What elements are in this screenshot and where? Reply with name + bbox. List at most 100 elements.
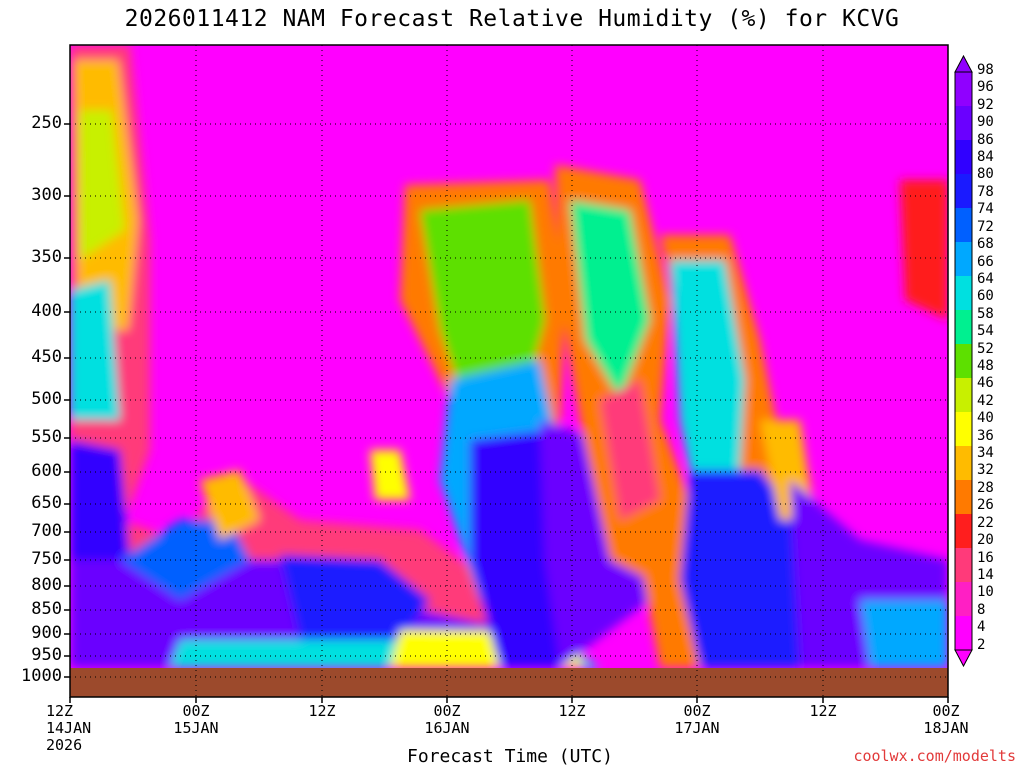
rh-contour-region — [280, 555, 430, 640]
colorbar-label: 40 — [977, 410, 994, 427]
colorbar-label: 80 — [977, 166, 994, 183]
colorbar-swatch — [955, 174, 972, 209]
rh-contour-region — [900, 180, 948, 320]
rh-contour-region — [70, 280, 120, 430]
x-tick-label: 12Z — [532, 703, 612, 720]
colorbar-label: 16 — [977, 549, 994, 566]
x-tick-label-line: 2026 — [46, 736, 83, 754]
y-tick-label: 650 — [31, 493, 62, 513]
colorbar-swatch — [955, 242, 972, 277]
colorbar-label: 72 — [977, 218, 994, 235]
rh-contour-region — [570, 200, 650, 400]
colorbar-swatch — [955, 378, 972, 413]
rh-contour-region — [670, 260, 745, 520]
colorbar-swatch — [955, 548, 972, 583]
x-tick-label-line: 14JAN — [46, 719, 92, 737]
colorbar-label: 64 — [977, 270, 994, 287]
rh-contour-region — [200, 470, 260, 540]
y-tick-label: 850 — [31, 599, 62, 619]
colorbar-swatch — [955, 412, 972, 447]
colorbar-label: 52 — [977, 340, 994, 357]
colorbar-label: 4 — [977, 619, 986, 636]
colorbar-swatch — [955, 208, 972, 243]
colorbar-label: 22 — [977, 514, 994, 531]
x-tick-label-line: 12Z — [46, 702, 74, 720]
x-tick-label-line: 12Z — [308, 702, 336, 720]
x-axis-title: Forecast Time (UTC) — [407, 746, 613, 767]
x-tick-label: 00Z 15JAN — [156, 703, 236, 737]
colorbar-label: 42 — [977, 392, 994, 409]
x-tick-label: 00Z 18JAN — [906, 703, 986, 737]
x-tick-label: 12Z — [282, 703, 362, 720]
plot-frame — [69, 44, 949, 698]
grid-lines — [70, 45, 948, 697]
x-tick-label-line: 15JAN — [173, 719, 219, 737]
colorbar-swatch — [955, 446, 972, 481]
colorbar-bottom-arrow — [954, 649, 973, 668]
colorbar-label: 34 — [977, 445, 994, 462]
x-tick-label-line: 00Z — [683, 702, 711, 720]
x-tick-label: 00Z 17JAN — [657, 703, 737, 737]
colorbar-label: 46 — [977, 375, 994, 392]
humidity-field — [70, 45, 948, 697]
x-tick-label-line: 16JAN — [424, 719, 470, 737]
y-tick-label: 1000 — [21, 666, 62, 686]
ground-surface — [70, 668, 948, 697]
colorbar-swatch — [955, 72, 972, 107]
y-tick-label: 400 — [31, 301, 62, 321]
x-tick-label-line: 12Z — [558, 702, 586, 720]
y-tick-label: 350 — [31, 247, 62, 267]
colorbar-label: 32 — [977, 462, 994, 479]
rh-contour-region — [470, 430, 560, 668]
x-tick-label-line: 00Z — [182, 702, 210, 720]
colorbar-label: 78 — [977, 183, 994, 200]
x-tick-label-line: 00Z — [932, 702, 960, 720]
y-tick-label: 600 — [31, 461, 62, 481]
colorbar-label: 90 — [977, 114, 994, 131]
colorbar-label: 66 — [977, 253, 994, 270]
y-tick-label: 950 — [31, 645, 62, 665]
credit-text: coolwx.com/modelts — [853, 747, 1016, 765]
colorbar-label: 28 — [977, 479, 994, 496]
colorbar-label: 74 — [977, 201, 994, 218]
y-tick-label: 500 — [31, 389, 62, 409]
y-tick-label: 550 — [31, 427, 62, 447]
colorbar-label: 20 — [977, 532, 994, 549]
colorbar-frame — [954, 71, 973, 651]
colorbar-label: 60 — [977, 288, 994, 305]
x-tick-label-line: 18JAN — [923, 719, 969, 737]
colorbar-swatch — [955, 514, 972, 549]
y-tick-label: 900 — [31, 623, 62, 643]
colorbar-swatch — [955, 616, 972, 651]
x-tick-label: 12Z — [783, 703, 863, 720]
colorbar-swatch — [955, 106, 972, 141]
y-tick-label: 450 — [31, 347, 62, 367]
rh-contour-region — [420, 200, 545, 420]
colorbar-swatch — [955, 344, 972, 379]
colorbar-swatch — [955, 582, 972, 617]
x-tick-label: 12Z 14JAN 2026 — [46, 703, 126, 754]
colorbar — [954, 54, 973, 668]
colorbar-label: 96 — [977, 79, 994, 96]
colorbar-label: 10 — [977, 584, 994, 601]
colorbar-label: 98 — [977, 62, 994, 78]
colorbar-label: 92 — [977, 96, 994, 113]
chart-title: 2026011412 NAM Forecast Relative Humidit… — [124, 6, 900, 32]
y-tick-label: 800 — [31, 575, 62, 595]
y-tick-label: 750 — [31, 549, 62, 569]
rh-contour-region — [860, 600, 948, 668]
x-tick-label: 00Z 16JAN — [407, 703, 487, 737]
colorbar-label: 2 — [977, 636, 986, 653]
rh-contour-region — [540, 420, 650, 668]
colorbar-label: 54 — [977, 323, 994, 340]
colorbar-swatch — [955, 310, 972, 345]
colorbar-label: 14 — [977, 566, 994, 583]
y-tick-label: 300 — [31, 185, 62, 205]
colorbar-label: 68 — [977, 236, 994, 253]
rh-contour-region — [80, 110, 125, 260]
colorbar-label: 26 — [977, 497, 994, 514]
rh-contour-region — [600, 380, 660, 520]
colorbar-label: 36 — [977, 427, 994, 444]
colorbar-swatch — [955, 276, 972, 311]
